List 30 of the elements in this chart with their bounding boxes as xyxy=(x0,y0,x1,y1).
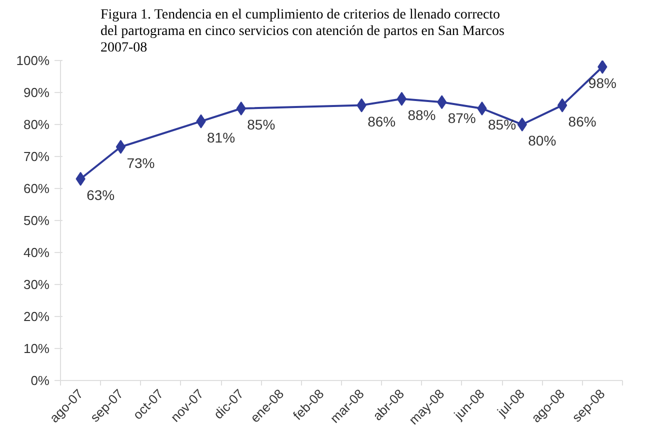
y-tick-label: 80% xyxy=(23,117,50,132)
y-tick-label: 20% xyxy=(23,309,50,324)
point xyxy=(477,102,487,116)
y-tick-label: 30% xyxy=(23,277,50,292)
chart-title: Figura 1. Tendencia en el cumplimiento de criterios de llenado correcto del partograma en cinco servicios con atención de partos en San Marcos 2007-08 xyxy=(100,8,504,56)
y-tick-label: 70% xyxy=(23,149,50,164)
y-tick-label: 90% xyxy=(23,85,50,100)
y-tick-label: 40% xyxy=(23,245,50,260)
point xyxy=(517,118,527,132)
data-label: 80% xyxy=(528,132,556,148)
data-label: 88% xyxy=(408,106,436,123)
y-tick-label: 60% xyxy=(23,181,50,196)
data-label: 73% xyxy=(126,154,155,171)
data-label: 63% xyxy=(86,186,115,203)
y-tick-label: 50% xyxy=(23,213,50,228)
y-tick-label: 0% xyxy=(30,373,50,388)
point xyxy=(598,60,608,74)
data-label: 81% xyxy=(207,129,236,146)
data-label: 85% xyxy=(247,116,276,132)
point xyxy=(236,102,246,116)
y-tick-label: 100% xyxy=(16,53,50,68)
data-label: 98% xyxy=(588,74,616,91)
y-tick-label: 10% xyxy=(23,341,50,356)
data-label: 86% xyxy=(368,113,396,130)
point xyxy=(396,92,407,106)
data-label: 86% xyxy=(568,113,596,130)
point xyxy=(557,98,568,112)
data-label: 87% xyxy=(448,110,476,126)
data-label: 85% xyxy=(488,116,516,132)
point xyxy=(116,140,126,154)
